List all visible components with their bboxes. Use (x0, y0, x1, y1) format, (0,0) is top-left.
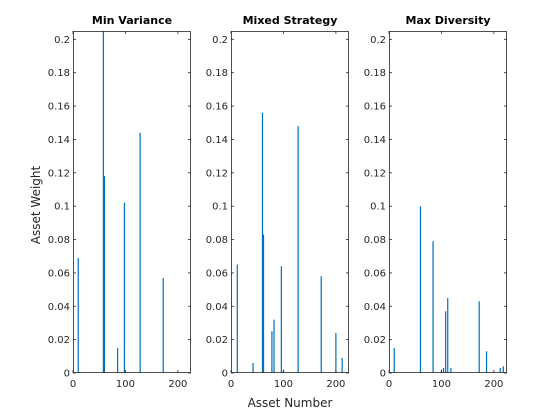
y-tick-label: 0 (380, 369, 386, 380)
bar (102, 31, 105, 373)
bar (485, 351, 488, 373)
bar (252, 362, 254, 373)
bar (103, 176, 106, 373)
x-tick-label: 100 (116, 379, 135, 390)
bar (77, 257, 79, 373)
bar (499, 368, 501, 373)
y-tick-label: 0.02 (206, 335, 228, 346)
x-tick-label: 0 (386, 379, 392, 390)
y-tick-label: 0.08 (206, 235, 228, 246)
x-tick-label: 0 (228, 379, 234, 390)
bar (261, 112, 264, 373)
axes-box (389, 31, 507, 373)
y-tick-label: 0.1 (212, 202, 228, 213)
bar (123, 202, 125, 373)
y-tick-label: 0.18 (48, 68, 70, 79)
y-tick-label: 0.16 (48, 102, 70, 113)
bar (139, 132, 141, 373)
bar (262, 234, 265, 373)
y-tick-label: 0.12 (364, 168, 386, 179)
panel-2: 0 0.02 0.04 0.06 0.08 0.1 0.12 0.14 0.16 0.18 0.2 0… (206, 14, 349, 390)
bars (236, 112, 343, 373)
x-tick-label: 0 (70, 379, 76, 390)
y-tick-label: 0.14 (48, 135, 70, 146)
panel-title: Mixed Strategy (243, 14, 338, 27)
bar (273, 319, 275, 373)
y-tick-label: 0.16 (206, 102, 228, 113)
bar (447, 297, 449, 373)
y-tick-label: 0.04 (48, 302, 70, 313)
bar (320, 276, 322, 373)
panel-1: 0 0.02 0.04 0.06 0.08 0.1 0.12 0.14 0.16 0.18 0.2 0… (48, 14, 191, 390)
x-tick-label: 200 (168, 379, 187, 390)
x-axis-label: Asset Number (248, 396, 333, 410)
panel-title: Min Variance (92, 14, 172, 27)
bar (271, 331, 273, 373)
bar (502, 366, 504, 373)
x-tick-label: 100 (274, 379, 293, 390)
bar (280, 266, 282, 373)
y-tick-label: 0.02 (364, 335, 386, 346)
y-tick-label: 0.1 (54, 202, 70, 213)
y-tick-label: 0.2 (54, 35, 70, 46)
panel-title: Max Diversity (406, 14, 491, 27)
bar (116, 347, 119, 373)
panel-3: 0 0.02 0.04 0.06 0.08 0.1 0.12 0.14 0.16 0.18 0.2 0… (364, 14, 507, 390)
y-tick-label: 0.06 (206, 268, 228, 279)
y-tick-label: 0.12 (48, 168, 70, 179)
bar (432, 241, 434, 373)
y-tick-label: 0.08 (48, 235, 70, 246)
bar (236, 264, 238, 373)
bar (341, 357, 343, 373)
panels: 0 0.02 0.04 0.06 0.08 0.1 0.12 0.14 0.16 0.18 0.2 0… (48, 14, 507, 390)
y-tick-label: 0.14 (364, 135, 386, 146)
bar (450, 368, 452, 373)
y-tick-label: 0.2 (212, 35, 228, 46)
y-tick-label: 0.1 (370, 202, 386, 213)
axes-box (73, 31, 191, 373)
bar (335, 332, 337, 373)
plot-area (231, 31, 349, 373)
y-tick-label: 0.02 (48, 335, 70, 346)
y-tick-label: 0.04 (206, 302, 228, 313)
y-tick-label: 0.06 (364, 268, 386, 279)
y-tick-label: 0.12 (206, 168, 228, 179)
y-tick-label: 0 (222, 369, 228, 380)
bar (393, 347, 395, 373)
y-tick-label: 0.18 (364, 68, 386, 79)
bar (478, 301, 480, 373)
plot-area (73, 31, 191, 373)
y-tick-label: 0.08 (364, 235, 386, 246)
x-tick-label: 100 (432, 379, 451, 390)
y-tick-label: 0.2 (370, 35, 386, 46)
y-tick-label: 0.04 (364, 302, 386, 313)
bar (297, 126, 299, 373)
y-tick-label: 0.18 (206, 68, 228, 79)
y-axis-label: Asset Weight (29, 165, 43, 244)
y-tick-label: 0.16 (364, 102, 386, 113)
bar (419, 206, 422, 373)
y-tick-label: 0.06 (48, 268, 70, 279)
y-tick-label: 0 (64, 369, 70, 380)
y-tick-label: 0.14 (206, 135, 228, 146)
axes-box (231, 31, 349, 373)
bars (393, 206, 504, 373)
bars (77, 31, 164, 373)
x-tick-label: 200 (484, 379, 503, 390)
bar (445, 311, 447, 373)
bar (162, 277, 164, 373)
x-tick-label: 200 (326, 379, 345, 390)
bar (442, 368, 445, 373)
